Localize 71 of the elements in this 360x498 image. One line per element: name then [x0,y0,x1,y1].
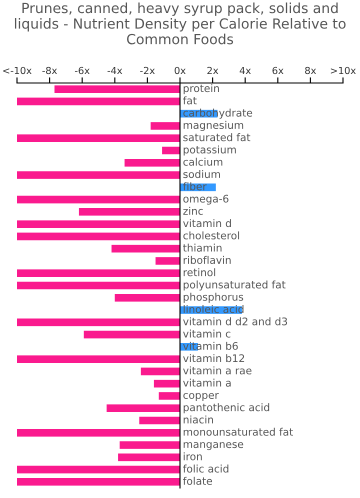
x-tick-label: 2x [207,66,218,74]
x-tick-label: 0x [174,66,186,74]
bar [17,220,180,228]
bar [162,146,180,154]
y-tick-label: vitamin d [183,219,231,228]
y-tick-label: cholesterol [183,231,240,240]
y-tick-label: riboflavin [184,256,231,264]
chart-title: Prunes, canned, heavy syrup pack, solids and liquids - Nutrient Density per Calorie Relative to Common Foods [14,2,346,44]
bar [17,98,180,106]
y-tick-label: manganese [184,442,244,450]
y-tick-label: polyunsaturated fat [184,280,286,291]
y-tick-label: saturated fat [183,133,250,142]
bar [156,257,180,265]
bar [106,404,180,412]
y-tick-label: omega-6 [183,194,228,205]
y-tick-label: fat [183,96,197,104]
y-tick-label: potassium [184,145,236,156]
bar [17,232,180,240]
x-tick-label: 8x [305,66,316,74]
x-tick-label: <-10x [3,66,32,74]
bar [150,122,180,130]
bar [158,392,180,400]
x-tick-label: >10x [330,66,356,74]
bar [124,158,180,167]
y-tick-label: thiamin [183,244,222,252]
bar [17,282,180,290]
y-tick-label: vitamin a [183,378,231,387]
x-tick-label: -4x [108,66,122,74]
bar [154,380,180,388]
bar [17,355,180,363]
bar [17,269,180,278]
bar [140,368,180,376]
bar [78,208,180,216]
y-tick-label: niacin [184,415,213,424]
bar [17,196,180,204]
bar [120,441,180,449]
x-tick-label: 4x [240,66,251,74]
y-tick-label: iron [184,452,202,460]
y-tick-label: calcium [183,158,222,166]
bar [139,416,180,424]
y-tick-label: protein [184,84,219,94]
y-tick-label: monounsaturated fat [184,428,293,436]
bar [17,428,180,437]
y-tick-label: sodium [183,170,220,178]
bar [54,85,180,93]
y-tick-label: magnesium [184,120,244,131]
y-tick-label: retinol [184,268,216,276]
y-tick-label: folate [183,476,212,485]
bar [17,171,180,179]
y-tick-label: vitamin a rae [183,366,252,374]
y-tick-label: phosphorus [184,292,244,303]
bar [112,244,180,252]
y-tick-label: fiber [183,182,207,190]
bar [17,466,180,474]
bar [114,294,180,302]
y-tick-label: vitamin c [183,330,230,338]
y-tick-label: copper [183,392,219,401]
y-tick-label: zinc [183,206,203,215]
x-tick-label: 6x [272,66,284,74]
bar [17,478,180,486]
y-tick-label: vitamin d d2 and d3 [183,317,288,326]
x-tick-label: -6x [74,66,90,74]
bar [17,318,180,326]
bar [84,330,180,338]
bar [17,134,180,142]
y-tick-label: vitamin b12 [183,354,244,362]
x-tick-label: -2x [140,66,155,74]
bar [118,454,180,462]
y-tick-label: pantothenic acid [184,403,270,414]
x-tick-label: -8x [42,66,58,74]
y-tick-label: folic acid [183,464,228,473]
